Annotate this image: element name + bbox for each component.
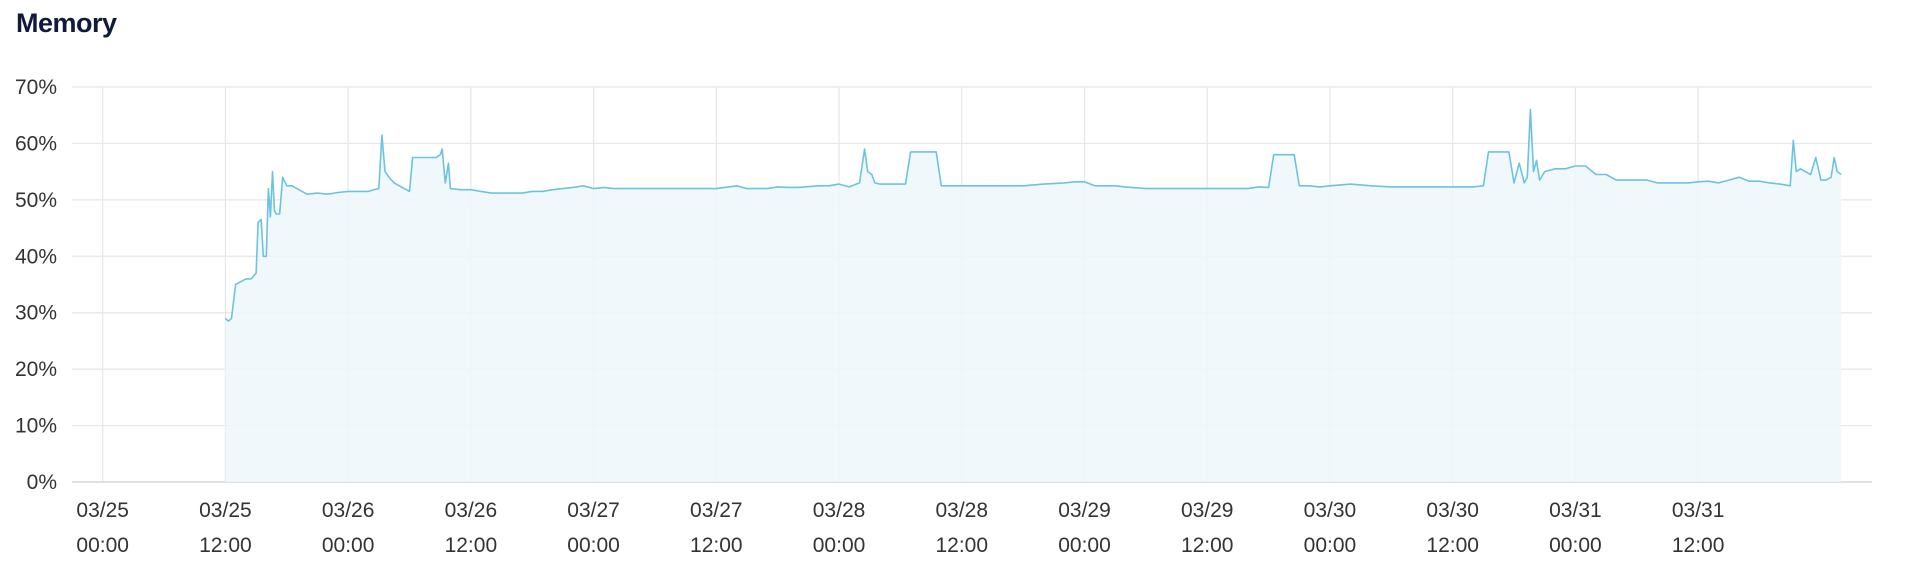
x-tick-time: 00:00 [813,534,866,557]
x-tick-date: 03/31 [1549,499,1602,522]
x-tick-time: 12:00 [690,534,743,557]
panel-title: Memory [16,8,117,38]
y-tick-label: 20% [15,358,57,381]
x-tick-date: 03/25 [199,499,252,522]
x-tick-time: 00:00 [567,534,620,557]
memory-series-line [224,108,1842,322]
x-tick-time: 00:00 [322,534,375,557]
x-tick-time: 00:00 [1058,534,1111,557]
x-tick-date: 03/31 [1672,499,1725,522]
y-tick-label: 60% [15,132,57,155]
x-tick-date: 03/25 [76,499,129,522]
x-tick-time: 00:00 [76,534,129,557]
x-tick-date: 03/28 [935,499,988,522]
memory-area-fill [225,109,1842,482]
area-layer [224,108,1842,482]
y-tick-label: 30% [15,302,57,325]
x-tick-time: 12:00 [1181,534,1234,557]
y-tick-label: 70% [15,76,57,99]
x-tick-time: 00:00 [1304,534,1357,557]
x-tick-date: 03/29 [1058,499,1111,522]
x-tick-time: 12:00 [199,534,252,557]
y-tick-label: 40% [15,245,57,268]
x-tick-date: 03/30 [1426,499,1479,522]
x-tick-date: 03/28 [813,499,866,522]
x-tick-time: 12:00 [1672,534,1725,557]
x-tick-time: 00:00 [1549,534,1602,557]
x-tick-date: 03/26 [445,499,498,522]
x-tick-time: 12:00 [445,534,498,557]
y-tick-label: 10% [15,415,57,438]
x-tick-time: 12:00 [935,534,988,557]
y-axis: 0% 10% 20% 30% 40% 50% 60% 70% [15,76,57,494]
x-tick-date: 03/30 [1304,499,1357,522]
x-axis: 03/25 00:00 03/25 12:00 03/26 00:00 03/26 12:00… [76,499,1724,557]
x-tick-date: 03/27 [690,499,743,522]
y-tick-label: 0% [27,471,57,494]
x-tick-time: 12:00 [1426,534,1479,557]
y-tick-label: 50% [15,189,57,212]
x-tick-date: 03/27 [567,499,620,522]
x-tick-date: 03/29 [1181,499,1234,522]
x-tick-date: 03/26 [322,499,375,522]
